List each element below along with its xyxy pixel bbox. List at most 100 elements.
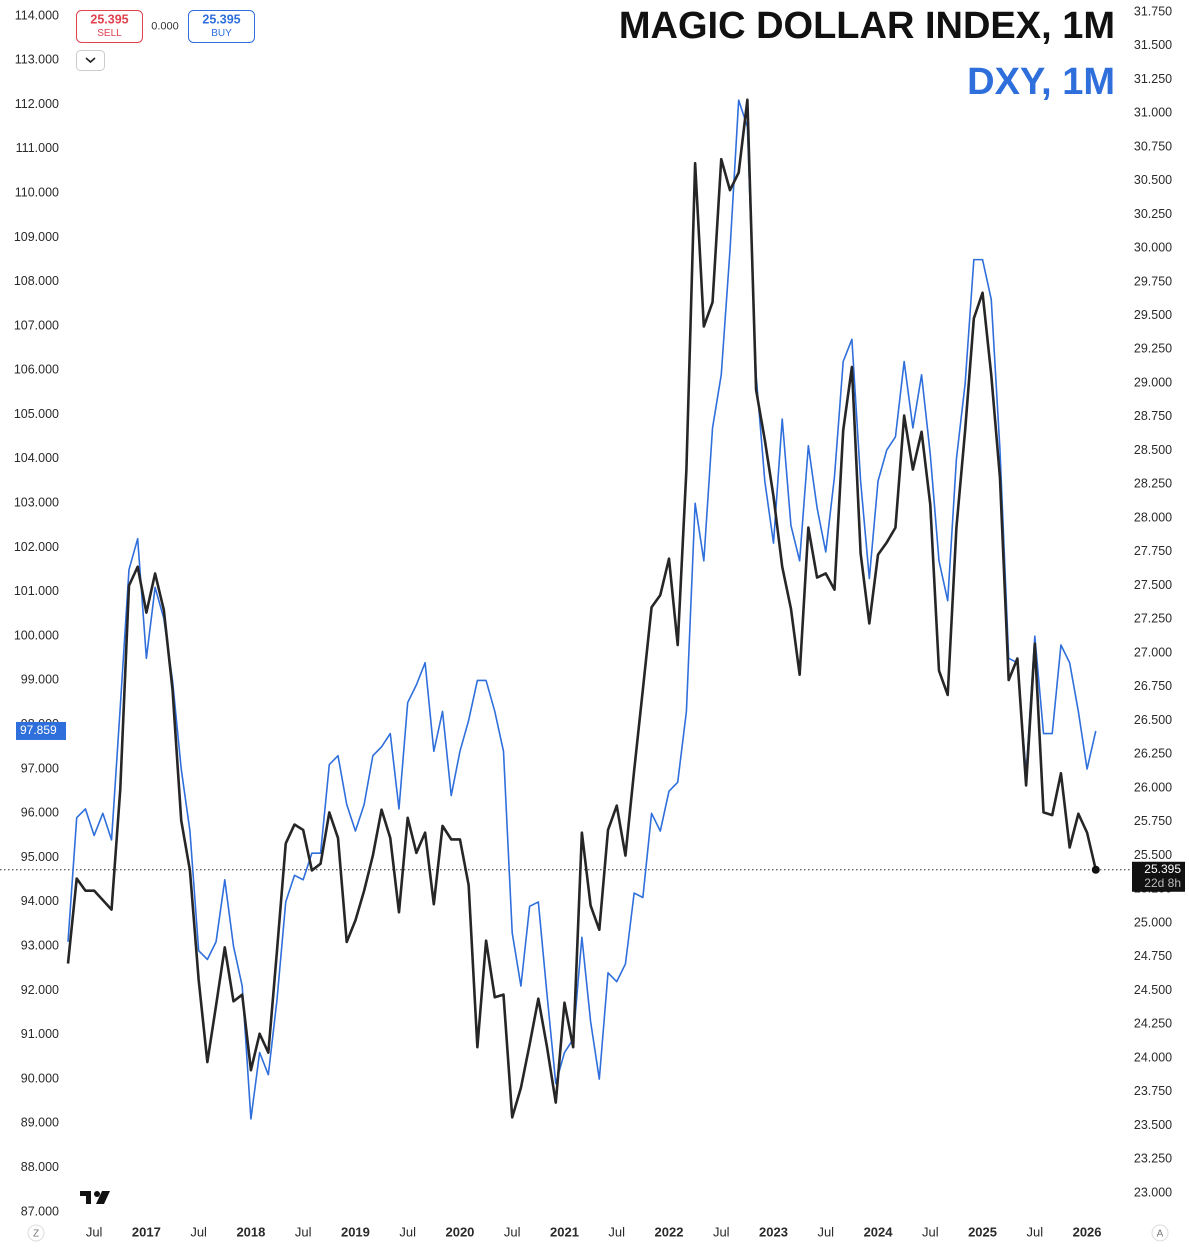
price-tag-value: 25.395 (1144, 862, 1181, 876)
x-tick-label: Jul (608, 1224, 625, 1239)
corner-button[interactable] (27, 1224, 45, 1242)
y-tick-label: 91.000 (21, 1027, 59, 1041)
y-tick-label: 96.000 (21, 806, 59, 820)
trade-widget: 25.395 SELL 0.000 25.395 BUY (76, 10, 255, 71)
y2-tick-label: 30.750 (1134, 139, 1172, 153)
buy-button[interactable] (188, 10, 255, 43)
y2-tick-label: 24.750 (1134, 949, 1172, 963)
y-tick-label: 99.000 (21, 673, 59, 687)
y-tick-label: 87.000 (21, 1204, 59, 1218)
y2-tick-label: 23.750 (1134, 1084, 1172, 1098)
x-tick-label: Jul (399, 1224, 416, 1239)
x-tick-label: Jul (86, 1224, 103, 1239)
y-tick-label: 106.000 (14, 363, 59, 377)
y-tick-label: 95.000 (21, 850, 59, 864)
y2-tick-label: 23.500 (1134, 1118, 1172, 1132)
logo (80, 1191, 110, 1204)
x-tick-label: 2017 (132, 1224, 161, 1239)
sell-label: SELL (97, 28, 122, 39)
x-tick-label: Jul (713, 1224, 730, 1239)
y-tick-label: 97.000 (21, 761, 59, 775)
y2-tick-label: 30.250 (1134, 207, 1172, 221)
y2-tick-label: 24.500 (1134, 983, 1172, 997)
y-tick-label: 94.000 (21, 894, 59, 908)
series-line (67, 99, 1097, 1120)
x-tick-label: 2022 (655, 1224, 684, 1239)
spread: 0.000 (151, 20, 179, 32)
x-tick-label: Jul (190, 1224, 207, 1239)
x-tick-label: Jul (295, 1224, 312, 1239)
corner-label: Z (33, 1229, 39, 1240)
y-tick-label: 109.000 (14, 230, 59, 244)
y-tick-label: 89.000 (21, 1116, 59, 1130)
y2-tick-label: 28.750 (1134, 409, 1172, 423)
corner-button[interactable] (1151, 1224, 1169, 1242)
chevron-icon (85, 57, 96, 64)
y2-tick-label: 31.000 (1134, 106, 1172, 120)
y2-tick-label: 29.750 (1134, 274, 1172, 288)
y-tick-label: 105.000 (14, 407, 59, 421)
y2-tick-label: 28.250 (1134, 477, 1172, 491)
dropdown-button[interactable] (76, 50, 105, 71)
x-tick-label: 2019 (341, 1224, 370, 1239)
y2-tick-label: 27.000 (1134, 645, 1172, 659)
buy-price: 25.395 (202, 12, 240, 26)
y2-tick-label: 26.500 (1134, 713, 1172, 727)
y2-tick-label: 28.000 (1134, 510, 1172, 524)
price-tag (16, 721, 66, 740)
y-tick-label: 92.000 (21, 983, 59, 997)
y2-tick-label: 31.750 (1134, 4, 1172, 18)
last-point (1091, 865, 1100, 874)
x-tick-label: 2018 (236, 1224, 265, 1239)
countdown: 22d 8h (1144, 876, 1181, 890)
x-tick-label: 2026 (1073, 1224, 1102, 1239)
sell-price: 25.395 (90, 12, 128, 26)
y-tick-label: 101.000 (14, 584, 59, 598)
y2-tick-label: 25.500 (1134, 848, 1172, 862)
price-tag-value: 97.859 (20, 723, 57, 737)
y-tick-label: 112.000 (15, 97, 59, 111)
y2-tick-label: 31.500 (1134, 38, 1172, 52)
y2-tick-label: 29.000 (1134, 375, 1172, 389)
y2-tick-label: 23.000 (1134, 1185, 1172, 1199)
y2-tick-label: 25.000 (1134, 915, 1172, 929)
sell-button[interactable] (76, 10, 143, 43)
y-tick-label: 110.000 (15, 185, 59, 199)
y-tick-label: 107.000 (14, 318, 59, 332)
buy-label: BUY (211, 28, 232, 39)
x-tick-label: 2024 (864, 1224, 894, 1239)
y-tick-label: 114.000 (15, 8, 59, 22)
x-tick-label: Jul (504, 1224, 521, 1239)
x-tick-label: Jul (922, 1224, 939, 1239)
y-tick-label: 88.000 (21, 1160, 59, 1174)
y-tick-label: 103.000 (14, 496, 59, 510)
y2-tick-label: 30.000 (1134, 241, 1172, 255)
x-tick-label: Jul (817, 1224, 834, 1239)
y-tick-label: 108.000 (14, 274, 59, 288)
y2-tick-label: 25.750 (1134, 814, 1172, 828)
y2-tick-label: 29.500 (1134, 308, 1172, 322)
x-tick-label: 2021 (550, 1224, 579, 1239)
x-tick-label: 2020 (445, 1224, 474, 1239)
y-tick-label: 102.000 (14, 540, 59, 554)
y2-tick-label: 26.000 (1134, 780, 1172, 794)
y-tick-label: 113.000 (15, 53, 59, 67)
legend-entry: DXY, 1M (967, 61, 1115, 103)
x-tick-label: 2025 (968, 1224, 997, 1239)
y-tick-label: 90.000 (21, 1071, 59, 1085)
y2-tick-label: 23.250 (1134, 1152, 1172, 1166)
y-tick-label: 104.000 (14, 451, 59, 465)
y-tick-label: 111.000 (16, 141, 59, 155)
y2-tick-label: 27.500 (1134, 578, 1172, 592)
y2-tick-label: 27.750 (1134, 544, 1172, 558)
y2-tick-label: 26.750 (1134, 679, 1172, 693)
y2-tick-label: 31.250 (1134, 72, 1172, 86)
y-tick-label: 93.000 (21, 938, 59, 952)
y2-tick-label: 24.250 (1134, 1017, 1172, 1031)
x-tick-label: 2023 (759, 1224, 788, 1239)
y-tick-label: 100.000 (14, 628, 59, 642)
x-tick-label: Jul (1026, 1224, 1043, 1239)
y2-tick-label: 24.000 (1134, 1050, 1172, 1064)
